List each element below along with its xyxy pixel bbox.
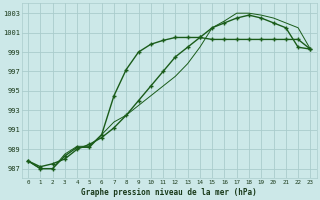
X-axis label: Graphe pression niveau de la mer (hPa): Graphe pression niveau de la mer (hPa) <box>81 188 257 197</box>
